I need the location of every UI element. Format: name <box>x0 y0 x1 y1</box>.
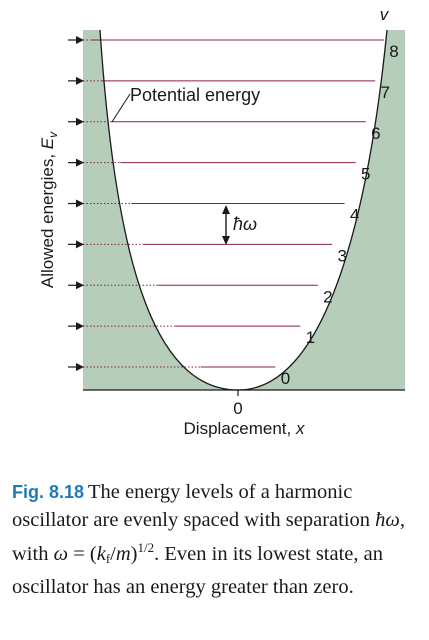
energy-level-arrow-head <box>76 240 84 249</box>
energy-level-arrow-head <box>76 199 84 208</box>
level-guides <box>83 39 201 368</box>
x-axis-label: Displacement, x <box>184 419 305 438</box>
caption-text-2: , with <box>12 509 406 565</box>
energy-level-number: 3 <box>337 246 346 265</box>
caption-omega: ω <box>53 543 69 565</box>
energy-level-arrow-head <box>76 281 84 290</box>
caption-equals: = ( <box>68 543 97 565</box>
left-arrows <box>68 36 84 371</box>
potential-shaded-region <box>83 30 405 390</box>
energy-level-number: 7 <box>380 83 389 102</box>
energy-levels <box>92 39 384 368</box>
caption-k-sub: f <box>105 551 111 566</box>
level-labels: 0 1 2 3 4 5 6 7 8 <box>281 42 399 388</box>
curve-label-leader <box>111 93 131 123</box>
x-origin-label: 0 <box>233 399 242 418</box>
caption-text-1: The energy levels of a harmonic oscillat… <box>12 481 376 531</box>
y-axis-label: Allowed energies, Ev <box>38 131 60 288</box>
figure-caption: Fig. 8.18 The energy levels of a harmonic… <box>12 478 422 601</box>
spacing-label: ħω <box>233 214 257 234</box>
caption-slash: / <box>110 543 116 565</box>
caption-exponent: 1/2 <box>137 540 155 555</box>
energy-level-diagram: 0 1 2 3 4 5 6 7 8 0 Displacement, x Allowed ener… <box>38 5 405 438</box>
energy-level-number: 5 <box>361 165 370 184</box>
energy-level-number: 0 <box>281 369 290 388</box>
caption-hbar-omega: ħω <box>375 509 400 531</box>
energy-level-arrow-head <box>76 363 84 371</box>
energy-level-number: 8 <box>389 42 398 61</box>
caption-close-paren: ) <box>130 543 138 565</box>
energy-level-number: 1 <box>306 328 315 347</box>
quantum-number-header: v <box>380 5 390 24</box>
energy-level-arrow-head <box>76 117 84 126</box>
caption-k: k <box>96 543 106 565</box>
energy-level-number: 2 <box>323 287 332 306</box>
caption-m: m <box>115 543 131 565</box>
energy-level-arrow-head <box>76 158 84 167</box>
spacing-arrow <box>222 205 230 245</box>
energy-level-arrow-head <box>76 322 84 331</box>
energy-level-arrow-head <box>76 36 84 44</box>
figure-number: Fig. 8.18 <box>12 482 85 502</box>
caption-text-3: . Even in its lowest state, an oscillato… <box>12 543 383 598</box>
energy-level-number: 6 <box>371 124 380 143</box>
energy-level-number: 4 <box>350 206 359 225</box>
energy-level-arrow-head <box>76 76 84 85</box>
curve-label: Potential energy <box>130 85 260 105</box>
